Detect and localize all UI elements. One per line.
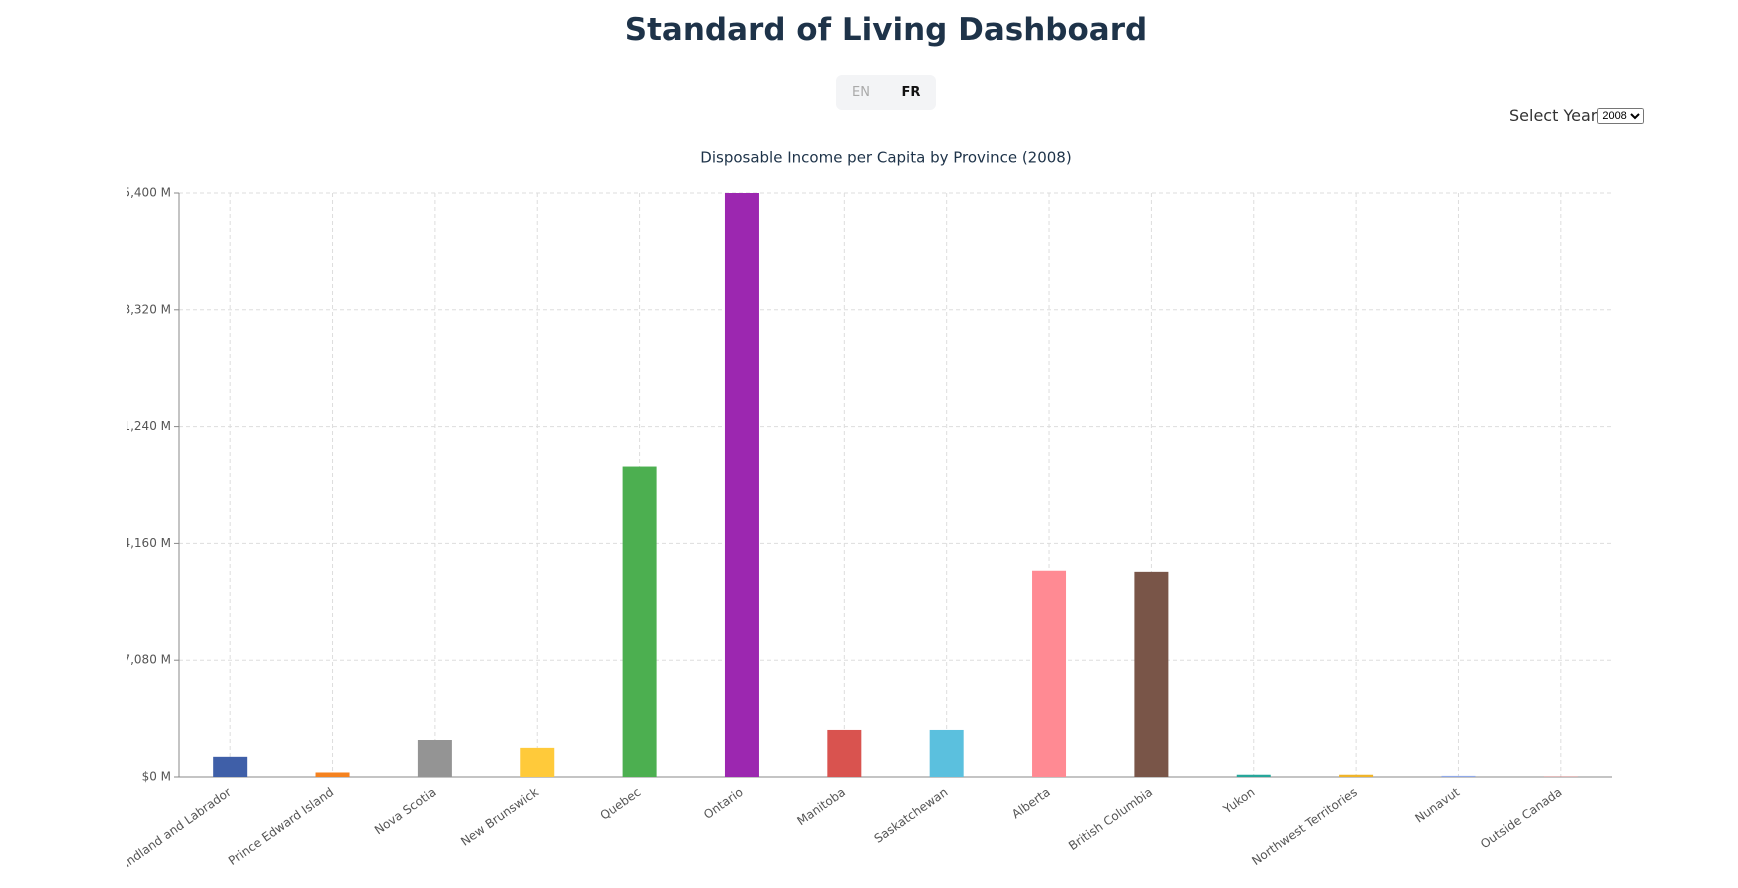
x-tick-label: Northwest Territories xyxy=(1249,785,1360,868)
bar xyxy=(520,747,555,777)
year-select[interactable]: 2008 xyxy=(1597,107,1645,124)
bar xyxy=(213,756,248,777)
x-tick-label: Nunavut xyxy=(1412,785,1462,826)
x-tick-label: New Brunswick xyxy=(458,785,541,849)
bar xyxy=(1236,774,1271,777)
x-tick-label: Alberta xyxy=(1009,785,1053,821)
y-tick-label: $85,400 M xyxy=(107,186,171,200)
x-tick-label: Yukon xyxy=(1220,785,1258,817)
chart-body: $0 M $17,080 M $34,160 M $51,240 M $68,320 M… xyxy=(86,186,1612,888)
x-tick-label: Prince Edward Island xyxy=(226,785,336,868)
x-tick-label: Manitoba xyxy=(794,785,848,828)
bar xyxy=(827,729,862,777)
bar xyxy=(1441,775,1476,777)
bar xyxy=(724,193,759,777)
x-tick-label: Nova Scotia xyxy=(372,785,439,838)
y-tick-label: $68,320 M xyxy=(107,302,171,316)
y-tick-label: $0 M xyxy=(142,770,171,784)
x-tick-label: Saskatchewan xyxy=(872,785,951,846)
x-tick-label: Newfoundland and Labrador xyxy=(86,785,234,888)
y-tick-label: $34,160 M xyxy=(107,536,171,550)
language-button[interactable]: FR xyxy=(886,75,936,110)
year-control: Select Year 2008 xyxy=(1509,106,1645,125)
y-tick-label: $51,240 M xyxy=(107,419,171,433)
bar xyxy=(315,772,350,777)
x-tick-label: Ontario xyxy=(701,785,746,822)
x-tick-label: British Columbia xyxy=(1066,785,1155,853)
chart-title: Disposable Income per Capita by Province… xyxy=(700,149,1071,167)
bar xyxy=(1134,571,1169,777)
language-button[interactable]: EN xyxy=(836,75,886,110)
x-tick-label: Quebec xyxy=(598,785,644,823)
bar xyxy=(1032,570,1067,777)
page-title: Standard of Living Dashboard xyxy=(624,12,1148,48)
y-tick-label: $17,080 M xyxy=(107,653,171,667)
bar xyxy=(929,729,964,777)
bar xyxy=(1339,774,1374,777)
bar xyxy=(622,466,657,777)
bar xyxy=(417,740,452,777)
x-tick-label: Outside Canada xyxy=(1478,785,1565,851)
year-label: Select Year xyxy=(1509,106,1598,125)
language-toggle: EN FR xyxy=(836,75,936,110)
